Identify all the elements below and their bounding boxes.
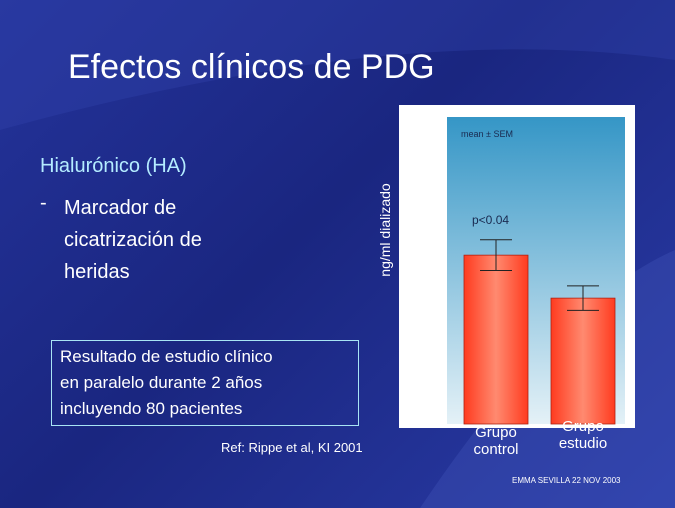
box-line: Resultado de estudio clínico — [60, 347, 273, 366]
box-line: incluyendo 80 pacientes — [60, 399, 243, 418]
bar — [550, 297, 616, 425]
reference: Ref: Rippe et al, KI 2001 — [221, 440, 363, 455]
bullet: Marcador de cicatrización de heridas — [64, 197, 202, 283]
bullet-marker: - — [40, 192, 47, 214]
title: Efectos clínicos de PDG — [68, 48, 435, 86]
bar — [463, 254, 529, 425]
footer: EMMA SEVILLA 22 NOV 2003 — [512, 476, 621, 485]
annotation: mean ± SEM — [461, 129, 513, 139]
box-line: en paralelo durante 2 años — [60, 373, 263, 392]
y-axis-label: ng/ml dializado — [377, 183, 393, 277]
x-tick-label: Grupo control — [473, 424, 519, 458]
info-box: Resultado de estudio clínico en paralelo… — [51, 340, 359, 426]
decor-swoosh — [0, 0, 675, 130]
subtitle: Hialurónico (HA) — [40, 155, 187, 177]
x-tick-label: Grupo estudio — [558, 418, 608, 452]
annotation: p<0.04 — [472, 213, 509, 227]
